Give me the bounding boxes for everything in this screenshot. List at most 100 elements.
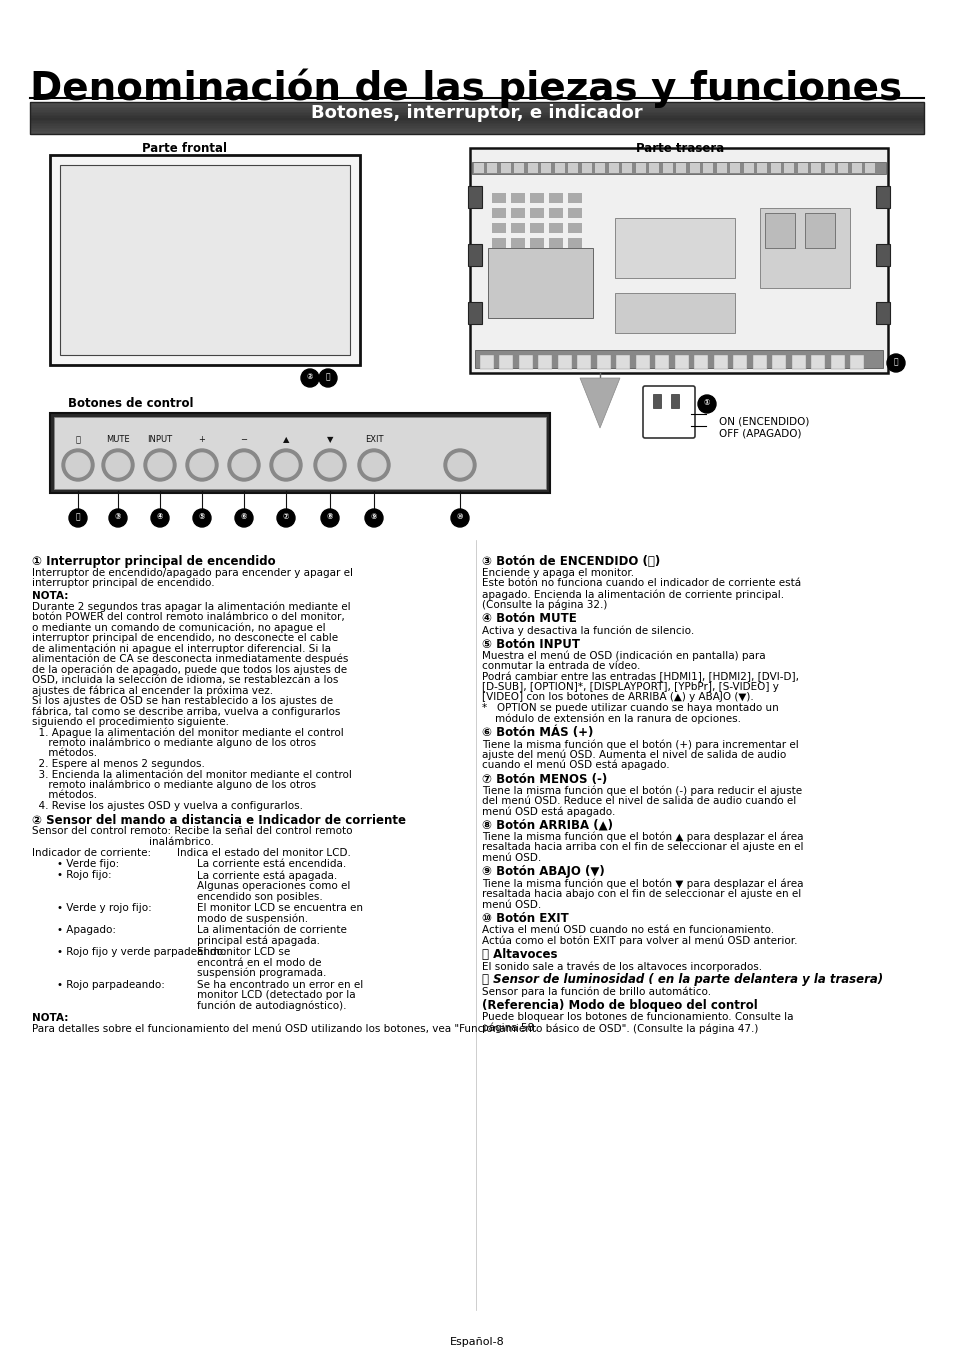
Text: Denominación de las piezas y funciones: Denominación de las piezas y funciones bbox=[30, 68, 902, 108]
Text: Parte trasera: Parte trasera bbox=[636, 142, 723, 155]
Bar bbox=[760, 208, 849, 288]
Bar bbox=[30, 128, 923, 130]
Circle shape bbox=[151, 509, 169, 526]
Circle shape bbox=[62, 450, 94, 481]
Text: de la operación de apagado, puede que todos los ajustes de: de la operación de apagado, puede que to… bbox=[32, 664, 347, 675]
Text: INPUT: INPUT bbox=[148, 435, 172, 444]
Circle shape bbox=[106, 454, 130, 477]
Text: Enciende y apaga el monitor.: Enciende y apaga el monitor. bbox=[481, 568, 634, 578]
Bar bbox=[30, 103, 923, 104]
Text: ③ Botón de ENCENDIDO (⏻): ③ Botón de ENCENDIDO (⏻) bbox=[481, 555, 659, 568]
Text: La corriente está encendida.: La corriente está encendida. bbox=[196, 859, 346, 869]
Text: ⑨ Botón ABAJO (▼): ⑨ Botón ABAJO (▼) bbox=[481, 865, 604, 879]
Circle shape bbox=[190, 454, 213, 477]
Bar bbox=[864, 163, 875, 173]
Bar bbox=[567, 208, 581, 217]
Bar bbox=[636, 163, 645, 173]
Bar bbox=[733, 355, 747, 369]
Bar bbox=[30, 123, 923, 126]
Bar bbox=[30, 122, 923, 124]
Circle shape bbox=[320, 509, 338, 526]
Bar bbox=[518, 355, 533, 369]
Bar bbox=[581, 163, 592, 173]
Text: (Referencia) Modo de bloqueo del control: (Referencia) Modo de bloqueo del control bbox=[481, 999, 757, 1012]
Circle shape bbox=[886, 354, 904, 373]
Bar bbox=[30, 109, 923, 112]
Bar bbox=[655, 355, 669, 369]
Text: 4. Revise los ajustes OSD y vuelva a configurarlos.: 4. Revise los ajustes OSD y vuelva a con… bbox=[32, 801, 303, 811]
Text: +: + bbox=[198, 435, 205, 444]
Text: de alimentación ni apague el interruptor diferencial. Si la: de alimentación ni apague el interruptor… bbox=[32, 644, 331, 653]
Text: ①: ① bbox=[703, 398, 709, 406]
Bar bbox=[530, 208, 543, 217]
Bar bbox=[30, 132, 923, 135]
Text: OSD, incluida la selección de idioma, se restablezcan a los: OSD, incluida la selección de idioma, se… bbox=[32, 675, 338, 684]
Bar bbox=[487, 163, 497, 173]
Circle shape bbox=[69, 509, 87, 526]
Text: interruptor principal de encendido, no desconecte el cable: interruptor principal de encendido, no d… bbox=[32, 633, 337, 643]
Circle shape bbox=[361, 454, 386, 477]
Bar bbox=[511, 223, 524, 234]
Text: cuando el menú OSD está apagado.: cuando el menú OSD está apagado. bbox=[481, 760, 669, 771]
Bar bbox=[608, 163, 618, 173]
Bar bbox=[475, 350, 882, 369]
Text: ② Sensor del mando a distancia e Indicador de corriente: ② Sensor del mando a distancia e Indicad… bbox=[32, 814, 406, 826]
Text: ⑫: ⑫ bbox=[75, 512, 80, 521]
Bar bbox=[514, 163, 524, 173]
Text: ⑧: ⑧ bbox=[327, 512, 333, 521]
Bar bbox=[567, 193, 581, 202]
Bar bbox=[30, 126, 923, 128]
Bar bbox=[511, 238, 524, 248]
Text: ⑩: ⑩ bbox=[456, 512, 463, 521]
Bar bbox=[676, 163, 686, 173]
Bar bbox=[875, 302, 889, 324]
Text: menú OSD está apagado.: menú OSD está apagado. bbox=[481, 806, 615, 817]
Text: Podrá cambiar entre las entradas [HDMI1], [HDMI2], [DVI-D],: Podrá cambiar entre las entradas [HDMI1]… bbox=[481, 671, 799, 682]
Circle shape bbox=[270, 450, 302, 481]
Text: ⑤ Botón INPUT: ⑤ Botón INPUT bbox=[481, 637, 579, 651]
Text: ON (ENCENDIDO): ON (ENCENDIDO) bbox=[719, 416, 808, 427]
Bar bbox=[530, 193, 543, 202]
Text: 1. Apague la alimentación del monitor mediante el control: 1. Apague la alimentación del monitor me… bbox=[32, 728, 343, 738]
Text: módulo de extensión en la ranura de opciones.: módulo de extensión en la ranura de opci… bbox=[481, 714, 740, 724]
Text: ⑧ Botón ARRIBA (▲): ⑧ Botón ARRIBA (▲) bbox=[481, 819, 613, 832]
Text: principal está apagada.: principal está apagada. bbox=[196, 936, 319, 946]
Bar bbox=[811, 355, 824, 369]
Text: Actúa como el botón EXIT para volver al menú OSD anterior.: Actúa como el botón EXIT para volver al … bbox=[481, 936, 797, 946]
Bar bbox=[791, 355, 805, 369]
Bar bbox=[615, 217, 734, 278]
Text: La alimentación de corriente: La alimentación de corriente bbox=[196, 925, 347, 936]
Text: ⑫ Sensor de luminosidad ( en la parte delantera y la trasera): ⑫ Sensor de luminosidad ( en la parte de… bbox=[481, 973, 882, 987]
Bar bbox=[752, 355, 766, 369]
Text: Tiene la misma función que el botón (+) para incrementar el: Tiene la misma función que el botón (+) … bbox=[481, 738, 798, 749]
Bar bbox=[30, 120, 923, 123]
Bar bbox=[548, 208, 562, 217]
Circle shape bbox=[109, 509, 127, 526]
Bar bbox=[474, 163, 483, 173]
Bar bbox=[511, 208, 524, 217]
Text: Para detalles sobre el funcionamiento del menú OSD utilizando los botones, vea ": Para detalles sobre el funcionamiento de… bbox=[32, 1023, 758, 1034]
Circle shape bbox=[276, 509, 294, 526]
Text: Activa y desactiva la función de silencio.: Activa y desactiva la función de silenci… bbox=[481, 625, 694, 636]
Circle shape bbox=[365, 509, 382, 526]
Bar bbox=[492, 238, 505, 248]
Text: NOTA:: NOTA: bbox=[32, 1012, 69, 1023]
Bar bbox=[770, 163, 781, 173]
Bar bbox=[595, 163, 605, 173]
Text: • Rojo fijo y verde parpadeando:: • Rojo fijo y verde parpadeando: bbox=[57, 946, 227, 957]
Text: MUTE: MUTE bbox=[106, 435, 130, 444]
Text: suspensión programada.: suspensión programada. bbox=[196, 968, 326, 979]
Text: La corriente está apagada.: La corriente está apagada. bbox=[196, 871, 337, 882]
Circle shape bbox=[228, 450, 260, 481]
Bar bbox=[30, 107, 923, 109]
Text: El monitor LCD se encuentra en: El monitor LCD se encuentra en bbox=[196, 903, 363, 913]
Text: ⏻: ⏻ bbox=[75, 435, 80, 444]
Bar bbox=[30, 124, 923, 127]
Text: remoto inalámbrico o mediante alguno de los otros: remoto inalámbrico o mediante alguno de … bbox=[32, 738, 315, 748]
Text: ajustes de fábrica al encender la próxima vez.: ajustes de fábrica al encender la próxim… bbox=[32, 686, 273, 697]
Text: ⑫: ⑫ bbox=[325, 373, 330, 381]
Text: o mediante un comando de comunicación, no apague el: o mediante un comando de comunicación, n… bbox=[32, 622, 325, 633]
Bar bbox=[875, 244, 889, 266]
Bar bbox=[492, 223, 505, 234]
Text: ⑪ Altavoces: ⑪ Altavoces bbox=[481, 948, 557, 961]
